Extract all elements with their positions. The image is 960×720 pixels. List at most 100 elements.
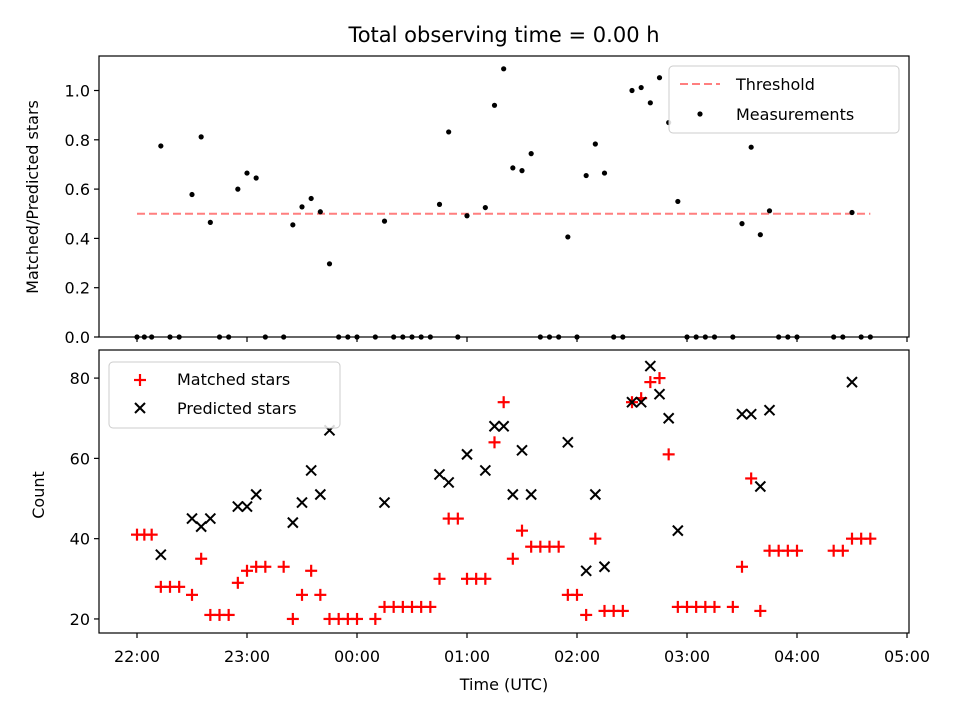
chart-title: Total observing time = 0.00 h: [347, 23, 659, 47]
matched-point: [222, 608, 235, 621]
bottom-y-tick-label: 20: [70, 610, 90, 629]
predicted-point: [232, 500, 244, 513]
measurement-point: [290, 222, 296, 228]
predicted-point: [745, 408, 757, 420]
predicted-point: [598, 561, 611, 573]
measurement-point: [656, 75, 663, 81]
bottom-axes-frame: [98, 349, 910, 634]
predicted-point: [846, 376, 858, 388]
predicted-point: [672, 524, 684, 537]
bottom-x-ticks: 22:00 23:00 00:00 01:00 02:00 03:00 04:00 05:00: [114, 633, 930, 666]
matched-point: [497, 396, 510, 409]
predicted-point: [525, 488, 537, 501]
predicted-point: [516, 444, 528, 457]
measurement-point: [849, 209, 855, 216]
predicted-point: [736, 408, 748, 420]
measurement-point: [446, 129, 452, 135]
matched-point: [791, 544, 803, 557]
measurement-point: [638, 84, 644, 91]
bottom-chart: Count Time (UTC) 20 40 60 80 22:00 23:00 00:0…: [29, 349, 930, 694]
measurement-point: [519, 168, 525, 174]
matched-point: [506, 552, 519, 565]
measurement-point: [381, 218, 388, 224]
measurement-point: [501, 66, 507, 72]
matched-point: [277, 560, 290, 573]
predicted-point: [155, 549, 167, 561]
predicted-point: [250, 488, 262, 501]
measurement-point: [198, 134, 204, 140]
predicted-point: [442, 476, 455, 489]
bottom-y-ticks: 20 40 60 80: [70, 369, 99, 629]
bottom-x-tick-label: 03:00: [664, 647, 710, 666]
predicted-point: [507, 488, 519, 501]
bottom-y-tick-label: 40: [70, 530, 90, 549]
bottom-x-tick-label: 01:00: [444, 647, 490, 666]
measurement-point: [436, 201, 443, 207]
top-axes-frame: [98, 55, 910, 338]
measurement-point: [675, 198, 681, 205]
matched-point: [305, 564, 318, 577]
bottom-x-tick-label: 04:00: [774, 647, 820, 666]
measurement-point: [189, 191, 195, 198]
measurement-point: [647, 100, 653, 106]
top-y-tick-label: 0.6: [65, 180, 90, 199]
top-y-axis-label: Matched/Predicted stars: [23, 100, 42, 294]
matched-point: [231, 576, 244, 589]
top-plot-area: [134, 66, 873, 340]
measurement-point: [235, 186, 241, 192]
measurement-point: [583, 172, 589, 179]
top-chart: Total observing time = 0.00 h Matched/Pr…: [23, 23, 910, 347]
matched-point: [571, 588, 583, 601]
predicted-point: [754, 480, 767, 493]
measurement-point: [601, 170, 608, 176]
predicted-point: [580, 565, 592, 577]
matched-point: [145, 528, 158, 541]
matched-point: [736, 560, 748, 573]
predicted-point: [488, 420, 501, 432]
matched-legend-marker: [134, 374, 146, 386]
predicted-point: [589, 488, 602, 501]
top-y-tick-label: 0.2: [65, 279, 90, 298]
matched-point: [745, 472, 758, 485]
matched-point: [864, 532, 877, 545]
bottom-plot-area: [131, 360, 877, 625]
predicted-point: [497, 420, 510, 432]
matched-point: [644, 376, 657, 389]
bottom-x-tick-label: 22:00: [114, 647, 160, 666]
bottom-x-tick-label: 02:00: [554, 647, 600, 666]
predicted-legend-label: Predicted stars: [177, 399, 297, 418]
threshold-legend-label: Threshold: [735, 75, 815, 94]
measurement-point: [766, 208, 773, 214]
predicted-legend-marker: [134, 402, 146, 414]
matched-point: [726, 600, 739, 613]
measurements-legend-marker: [697, 111, 703, 117]
predicted-point: [186, 512, 198, 525]
top-legend: Threshold Measurements: [668, 65, 900, 134]
matched-point: [424, 600, 437, 613]
bottom-legend: Matched stars Predicted stars: [108, 361, 341, 429]
measurements-legend-label: Measurements: [736, 105, 854, 124]
top-y-tick-label: 0.8: [65, 131, 90, 150]
predicted-point: [287, 516, 299, 529]
predicted-point: [635, 396, 647, 408]
matched-point: [351, 612, 363, 625]
measurement-point: [565, 234, 571, 240]
predicted-point: [763, 404, 776, 416]
measurement-point: [739, 221, 745, 227]
matched-point: [589, 532, 602, 545]
measurement-point: [748, 144, 754, 150]
measurement-point: [482, 204, 488, 211]
bottom-x-tick-label: 00:00: [334, 647, 380, 666]
matched-point: [653, 372, 666, 385]
matched-point: [836, 544, 849, 557]
predicted-point: [241, 500, 253, 513]
matched-point: [433, 572, 446, 585]
predicted-point: [433, 468, 446, 481]
measurement-point: [253, 175, 259, 181]
matched-legend-label: Matched stars: [177, 370, 290, 389]
matched-point: [195, 552, 208, 565]
measurement-point: [510, 165, 516, 171]
bottom-x-tick-label: 23:00: [224, 647, 270, 666]
predicted-point: [461, 448, 473, 461]
